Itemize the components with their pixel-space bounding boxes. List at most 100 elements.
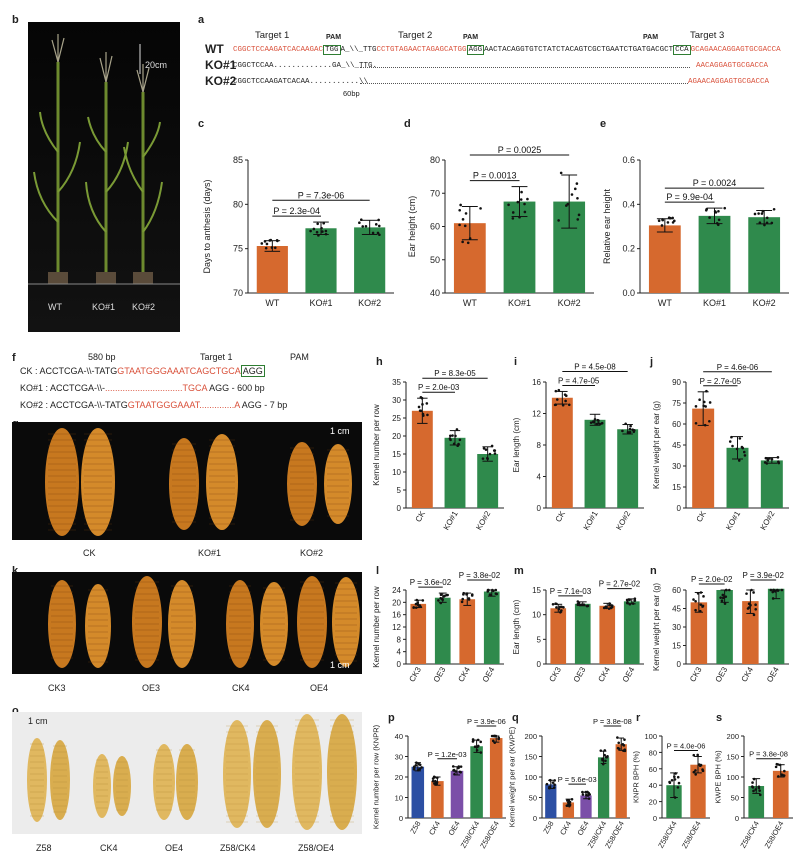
chart-svg-q: 0 50 100 150 200 Kernel weight per ear (KWPE)…	[508, 717, 632, 850]
point-m-1-7	[578, 603, 582, 607]
point-j-1-3	[730, 435, 733, 439]
x-tick-label-m-0: CK3	[547, 665, 563, 683]
wt-pam3-box: CCA	[673, 45, 691, 55]
sig-label-q-0: P = 5.6e-03	[558, 775, 597, 784]
point-j-0-8	[702, 404, 705, 408]
x-tick-label-j-2: KO#2	[759, 509, 777, 532]
bar-e-0	[648, 225, 681, 293]
point-n-0-3	[699, 591, 703, 594]
plant-illustration	[28, 34, 180, 285]
point-q-3-5	[604, 755, 608, 759]
point-e-2-8	[772, 207, 776, 211]
point-h-2-2	[488, 452, 492, 456]
y-tick-label-h-5: 25	[392, 414, 401, 423]
point-d-0-6	[468, 237, 472, 240]
bar-p-0	[411, 766, 425, 818]
chart-kernel-weight-oe: 0 15 30 45 60 Kernel weight per ear (g) CK3 OE3…	[650, 570, 795, 700]
y-tick-label-s-1: 50	[731, 794, 739, 803]
point-j-1-5	[737, 459, 741, 462]
x-tick-label-e-1: KO#1	[703, 298, 726, 308]
sig-label-p-1: P = 3.9e-06	[467, 717, 506, 726]
ear-1	[50, 740, 70, 820]
point-e-1-1	[714, 211, 718, 214]
x-tick-label-l-3: OE4	[481, 665, 497, 684]
point-s-0-9	[757, 786, 761, 790]
panel-label-a: a	[198, 14, 205, 26]
point-s-1-3	[778, 763, 782, 767]
point-p-0-9	[412, 765, 416, 768]
point-n-1-9	[724, 595, 728, 598]
bar-j-0	[692, 408, 715, 508]
sig-label-c-1: P = 7.3e-06	[298, 190, 345, 200]
wt-seq-mid: A_\\_TTG	[340, 46, 377, 54]
ear-body-7	[332, 577, 360, 667]
ear-body-6	[297, 576, 327, 668]
point-q-1-9	[568, 803, 572, 806]
point-h-1-9	[458, 438, 462, 442]
chart-svg-h: 0 5 10 15 20 25 30 35 Kernel number per row CK KO#…	[372, 369, 504, 532]
point-l-2-7	[462, 593, 465, 596]
point-c-0-3	[269, 238, 273, 242]
y-axis-label-l: Kernel number per row	[372, 586, 381, 668]
point-d-0-0	[466, 241, 470, 245]
chart-svg-d: 40 50 60 70 80 Ear height (cm) WT KO#1 KO#2 P = 0…	[407, 145, 594, 308]
point-c-0-4	[270, 246, 274, 249]
point-s-0-7	[751, 785, 754, 788]
point-q-2-4	[587, 797, 591, 800]
wt-row-name: WT	[205, 42, 224, 56]
y-tick-label-i-0: 0	[537, 504, 542, 513]
point-e-2-4	[761, 209, 765, 213]
y-tick-label-c-3: 85	[233, 155, 243, 165]
point-j-2-4	[764, 456, 768, 460]
point-n-0-8	[694, 608, 697, 612]
point-q-2-8	[588, 793, 591, 796]
x-tick-label-q-1: CK4	[558, 820, 573, 837]
panel-label-n: n	[650, 565, 657, 577]
ear-7	[253, 720, 281, 828]
bar-p-3	[470, 746, 483, 818]
point-q-3-0	[603, 753, 606, 757]
ear-body-2	[169, 438, 199, 530]
point-h-2-4	[493, 452, 497, 455]
y-tick-label-e-0: 0.0	[622, 288, 635, 298]
wt-seq-part4: GCAGAACAGGAGTGCGACCA	[690, 46, 781, 54]
point-c-1-3	[324, 229, 328, 233]
point-q-4-7	[621, 743, 625, 746]
panel-label-m: m	[514, 565, 524, 577]
bar-m-3	[623, 601, 640, 664]
point-r-0-8	[676, 775, 680, 779]
bar-l-1	[434, 597, 451, 664]
point-e-2-6	[758, 221, 762, 225]
x-tick-label-e-2: KO#2	[753, 298, 776, 308]
y-tick-label-j-4: 60	[672, 420, 681, 429]
ear-0	[45, 428, 79, 536]
point-s-1-9	[782, 774, 786, 777]
g-scale: 1 cm	[330, 426, 350, 436]
point-h-1-4	[449, 438, 452, 442]
point-r-0-5	[673, 796, 677, 799]
ear-8	[292, 714, 322, 830]
point-p-3-2	[479, 751, 483, 754]
o-scale: 1 cm	[28, 716, 48, 726]
point-s-0-1	[752, 789, 755, 793]
point-d-2-4	[576, 218, 580, 221]
y-tick-label-s-4: 200	[726, 732, 739, 741]
point-d-2-0	[573, 187, 577, 191]
y-tick-label-q-4: 200	[524, 732, 537, 741]
point-h-1-0	[455, 428, 459, 431]
point-q-3-7	[599, 749, 603, 752]
o-label-z58ck4: Z58/CK4	[220, 843, 256, 853]
point-n-2-0	[752, 613, 756, 617]
point-d-1-9	[523, 202, 526, 206]
sig-label-m-1: P = 2.7e-02	[599, 580, 641, 589]
sig-label-c-0: P = 2.3e-04	[273, 206, 320, 216]
y-axis-label-e: Relative ear height	[602, 188, 612, 264]
target1-label: Target 1	[255, 30, 290, 41]
bar-i-0	[551, 397, 573, 508]
x-tick-label-p-4: Z58/OE4	[478, 820, 501, 850]
point-p-1-8	[431, 779, 435, 783]
sig-label-p-0: P = 1.2e-03	[428, 750, 467, 759]
point-j-1-4	[731, 444, 734, 448]
